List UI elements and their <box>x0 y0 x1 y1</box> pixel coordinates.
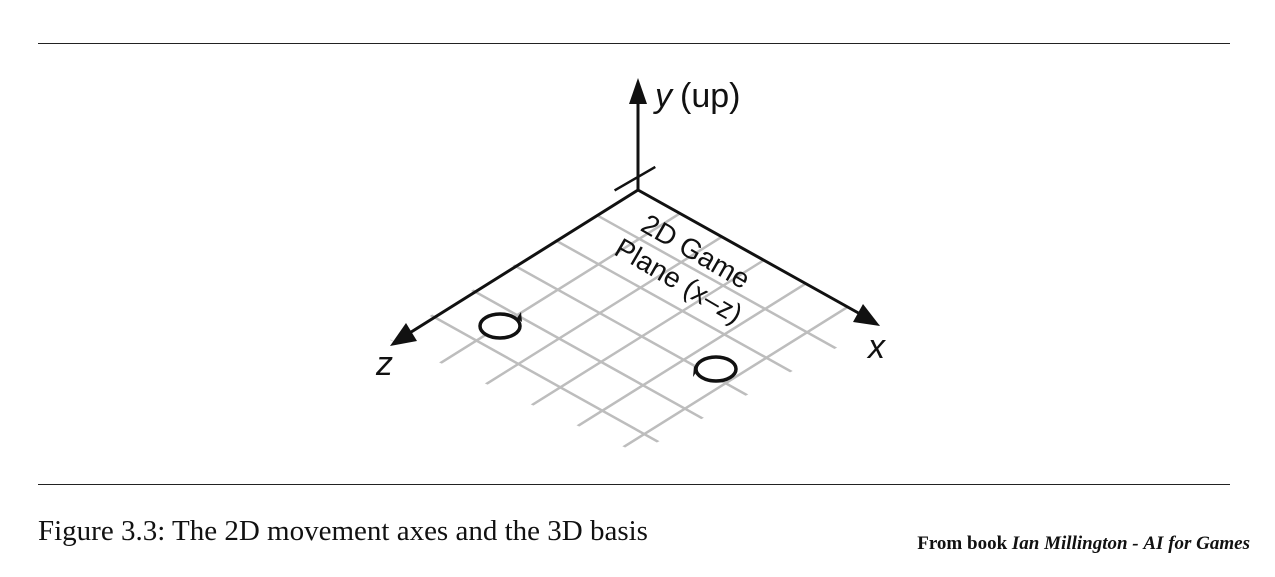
origin-tick <box>613 165 656 192</box>
source-title: AI for Games <box>1143 533 1250 554</box>
source-separator: - <box>1132 533 1139 554</box>
axes-group <box>390 78 880 346</box>
grid-line-z-1 <box>390 190 732 425</box>
grid-line-z-2 <box>390 203 774 448</box>
z-axis-line <box>407 188 639 336</box>
character-token-left <box>478 312 522 340</box>
x-axis-label: x <box>866 328 886 366</box>
y-axis-label: y (up) <box>653 77 740 115</box>
figure-caption: Figure 3.3: The 2D movement axes and the… <box>38 515 648 547</box>
grid-line-x-1 <box>544 190 880 410</box>
source-author: Ian Millington <box>1011 533 1128 554</box>
x-axis-line <box>637 188 863 317</box>
grid-line-x-6 <box>390 312 741 453</box>
grid-line-z-5 <box>511 274 880 453</box>
top-rule <box>38 43 1230 44</box>
x-axis-arrowhead <box>853 304 880 326</box>
z-axis-label: z <box>375 345 393 383</box>
grid-line-x-5 <box>390 286 782 453</box>
source-credit: From book Ian Millington - AI for Games <box>917 533 1250 555</box>
grid-line-x-4 <box>422 261 822 453</box>
z-axis-arrowhead <box>390 323 417 346</box>
grid-line-z-4 <box>469 250 858 453</box>
source-prefix: From book <box>917 533 1008 554</box>
y-axis-arrowhead <box>629 78 647 104</box>
grid-line-z-7 <box>595 320 880 453</box>
bottom-rule <box>38 484 1230 485</box>
character-token-right <box>693 355 738 383</box>
